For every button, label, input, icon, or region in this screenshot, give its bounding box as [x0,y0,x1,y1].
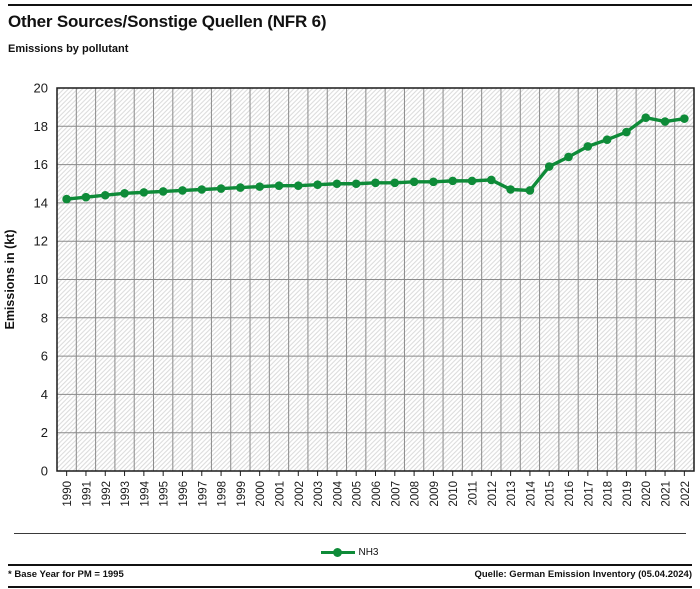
data-point [641,113,651,122]
data-point [487,175,496,185]
svg-text:2016: 2016 [564,481,576,507]
svg-text:2019: 2019 [622,481,634,507]
data-point [139,188,149,197]
data-point [274,181,284,190]
svg-text:1992: 1992 [101,481,113,507]
svg-text:18: 18 [34,119,48,134]
series-markers-NH3 [62,113,689,204]
data-point [332,179,342,189]
svg-text:2006: 2006 [371,481,383,507]
legend-line-marker-icon [321,547,356,557]
data-point [660,117,670,126]
svg-text:2: 2 [41,425,48,440]
data-point [158,187,168,196]
y-axis-title: Emissions in (kt) [3,229,17,329]
svg-text:1994: 1994 [139,480,151,506]
footnote-base-year: * Base Year for PM = 1995 [8,569,124,580]
svg-text:2020: 2020 [641,481,653,507]
svg-text:2018: 2018 [603,481,615,507]
svg-text:2021: 2021 [661,481,673,507]
svg-text:1995: 1995 [159,481,171,507]
data-point [602,135,612,145]
data-point [216,184,226,193]
x-axis-tick-labels: 1990 1991 1992 1993 1994 1995 1996 1997 1998 1999… [62,471,692,507]
svg-text:2008: 2008 [410,481,422,507]
top-divider [8,4,692,6]
data-point [429,177,438,187]
data-point [564,152,573,162]
data-point [371,178,380,188]
data-point [255,182,264,191]
data-point [81,192,91,202]
data-point [544,162,554,171]
page-subtitle: Emissions by pollutant [8,43,129,55]
svg-text:2005: 2005 [352,481,364,507]
svg-text:8: 8 [41,310,48,325]
data-point [390,178,400,188]
data-point [506,185,515,194]
data-point [62,194,71,204]
svg-text:2013: 2013 [506,481,518,507]
svg-text:2014: 2014 [525,480,537,506]
svg-text:6: 6 [41,349,48,364]
svg-text:1996: 1996 [178,481,190,507]
svg-text:2017: 2017 [583,481,595,507]
svg-text:1997: 1997 [197,481,209,507]
data-point [583,142,593,151]
data-point [351,179,361,189]
svg-text:2001: 2001 [274,481,286,507]
data-point [293,181,303,190]
svg-text:10: 10 [34,272,48,287]
svg-text:4: 4 [41,387,48,402]
svg-text:20: 20 [34,81,48,96]
svg-text:2010: 2010 [448,481,460,507]
data-point [197,185,207,194]
data-point [409,177,419,187]
svg-text:16: 16 [34,157,48,172]
svg-text:2012: 2012 [487,481,499,507]
chart-legend: NH3 [0,543,700,561]
svg-text:2003: 2003 [313,481,325,507]
bottom-divider [8,586,692,588]
svg-text:2015: 2015 [545,481,557,507]
data-point [313,180,322,190]
data-point [100,190,110,200]
svg-text:1993: 1993 [120,481,132,507]
svg-text:12: 12 [34,234,48,249]
data-point [120,189,129,198]
svg-text:0: 0 [41,464,48,479]
svg-text:2022: 2022 [680,481,692,507]
data-point [236,183,245,192]
svg-text:1998: 1998 [217,481,229,507]
svg-text:2009: 2009 [429,481,441,507]
svg-text:2004: 2004 [332,480,344,506]
source-attribution: Quelle: German Emission Inventory (05.04… [474,569,692,580]
svg-text:14: 14 [34,195,48,210]
svg-text:2007: 2007 [390,481,402,507]
data-point [525,186,535,195]
data-point [467,176,477,186]
page-title: Other Sources/Sonstige Quellen (NFR 6) [8,12,327,31]
legend-label: NH3 [358,546,379,558]
legend-top-divider [14,533,686,534]
svg-text:2011: 2011 [468,481,480,506]
svg-text:2000: 2000 [255,481,267,507]
data-point [622,127,631,137]
svg-text:1999: 1999 [236,481,248,507]
data-point [178,186,187,195]
footer-top-divider [8,564,692,566]
svg-text:1991: 1991 [81,481,93,507]
y-axis-tick-labels: 0 2 4 6 8 10 12 14 16 18 20 [34,81,48,479]
svg-text:2002: 2002 [294,481,306,507]
legend-dot [333,547,343,557]
data-point [680,114,689,123]
data-point [448,176,458,186]
svg-text:1990: 1990 [62,481,74,507]
